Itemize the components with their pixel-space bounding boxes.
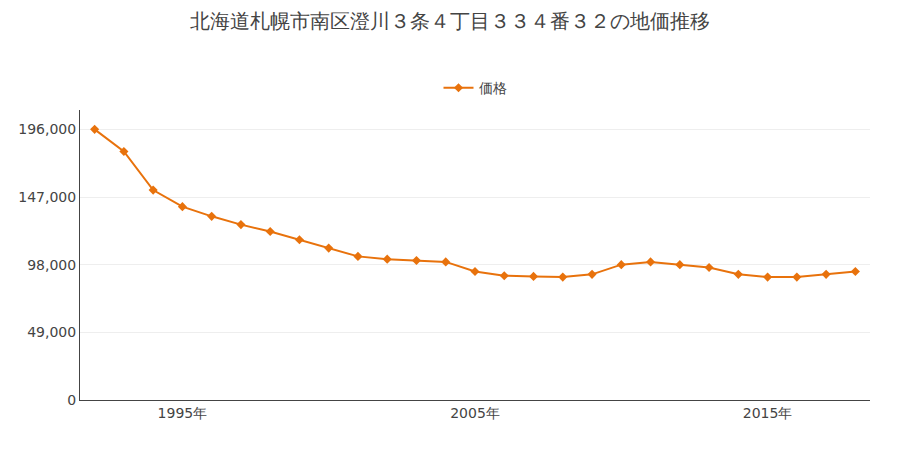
svg-text:2015年: 2015年 (743, 405, 793, 421)
svg-text:147,000: 147,000 (18, 189, 76, 205)
svg-text:196,000: 196,000 (18, 121, 76, 137)
svg-text:98,000: 98,000 (27, 257, 76, 273)
svg-text:49,000: 49,000 (27, 324, 76, 340)
svg-text:北海道札幌市南区澄川３条４丁目３３４番３２の地価推移: 北海道札幌市南区澄川３条４丁目３３４番３２の地価推移 (190, 9, 710, 33)
svg-text:価格: 価格 (479, 80, 507, 96)
svg-text:2005年: 2005年 (450, 405, 500, 421)
svg-text:0: 0 (67, 392, 76, 408)
svg-text:1995年: 1995年 (158, 405, 208, 421)
